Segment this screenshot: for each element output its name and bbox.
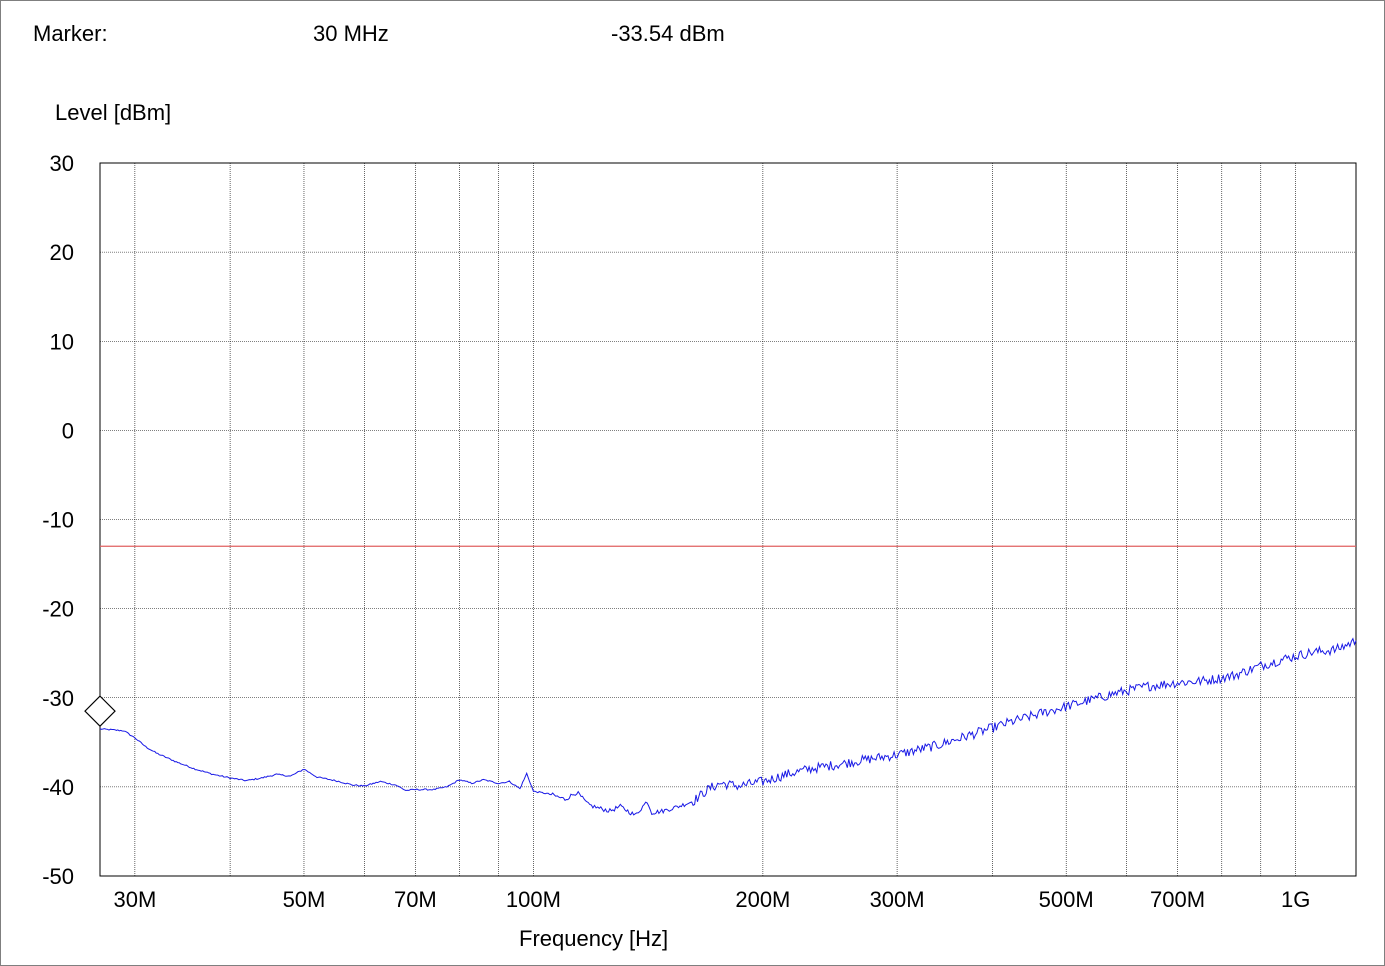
marker-frequency: 30 MHz (313, 21, 389, 46)
x-tick-label: 500M (1039, 887, 1094, 912)
y-axis-title: Level [dBm] (55, 100, 172, 125)
x-tick-label: 300M (870, 887, 925, 912)
series-trace (99, 637, 1357, 816)
y-tick-label: -40 (42, 775, 74, 800)
x-tick-label: 700M (1150, 887, 1205, 912)
x-tick-label: 50M (283, 887, 326, 912)
x-tick-label: 1G (1281, 887, 1310, 912)
grid-lines (100, 162, 1356, 877)
y-tick-label: -50 (42, 864, 74, 889)
y-tick-label: 20 (50, 240, 74, 265)
y-tick-label: -20 (42, 597, 74, 622)
marker-diamond-icon (84, 695, 116, 727)
x-axis-title: Frequency [Hz] (519, 926, 669, 951)
x-tick-label: 200M (735, 887, 790, 912)
tick-labels: 30 20 10 0 -10 -20 -30 -40 -50 30M 50M 70M 100M 200M 3… (42, 151, 1310, 912)
y-tick-label: 30 (50, 151, 74, 176)
plot-border (99, 162, 1357, 877)
x-tick-label: 100M (506, 887, 561, 912)
y-tick-label: -30 (42, 686, 74, 711)
marker-level: -33.54 dBm (611, 21, 725, 46)
x-tick-label: 70M (394, 887, 437, 912)
y-tick-label: -10 (42, 508, 74, 533)
marker-label: Marker: (33, 21, 108, 46)
x-tick-label: 30M (113, 887, 156, 912)
y-tick-label: 0 (62, 418, 74, 443)
y-tick-label: 10 (50, 329, 74, 354)
